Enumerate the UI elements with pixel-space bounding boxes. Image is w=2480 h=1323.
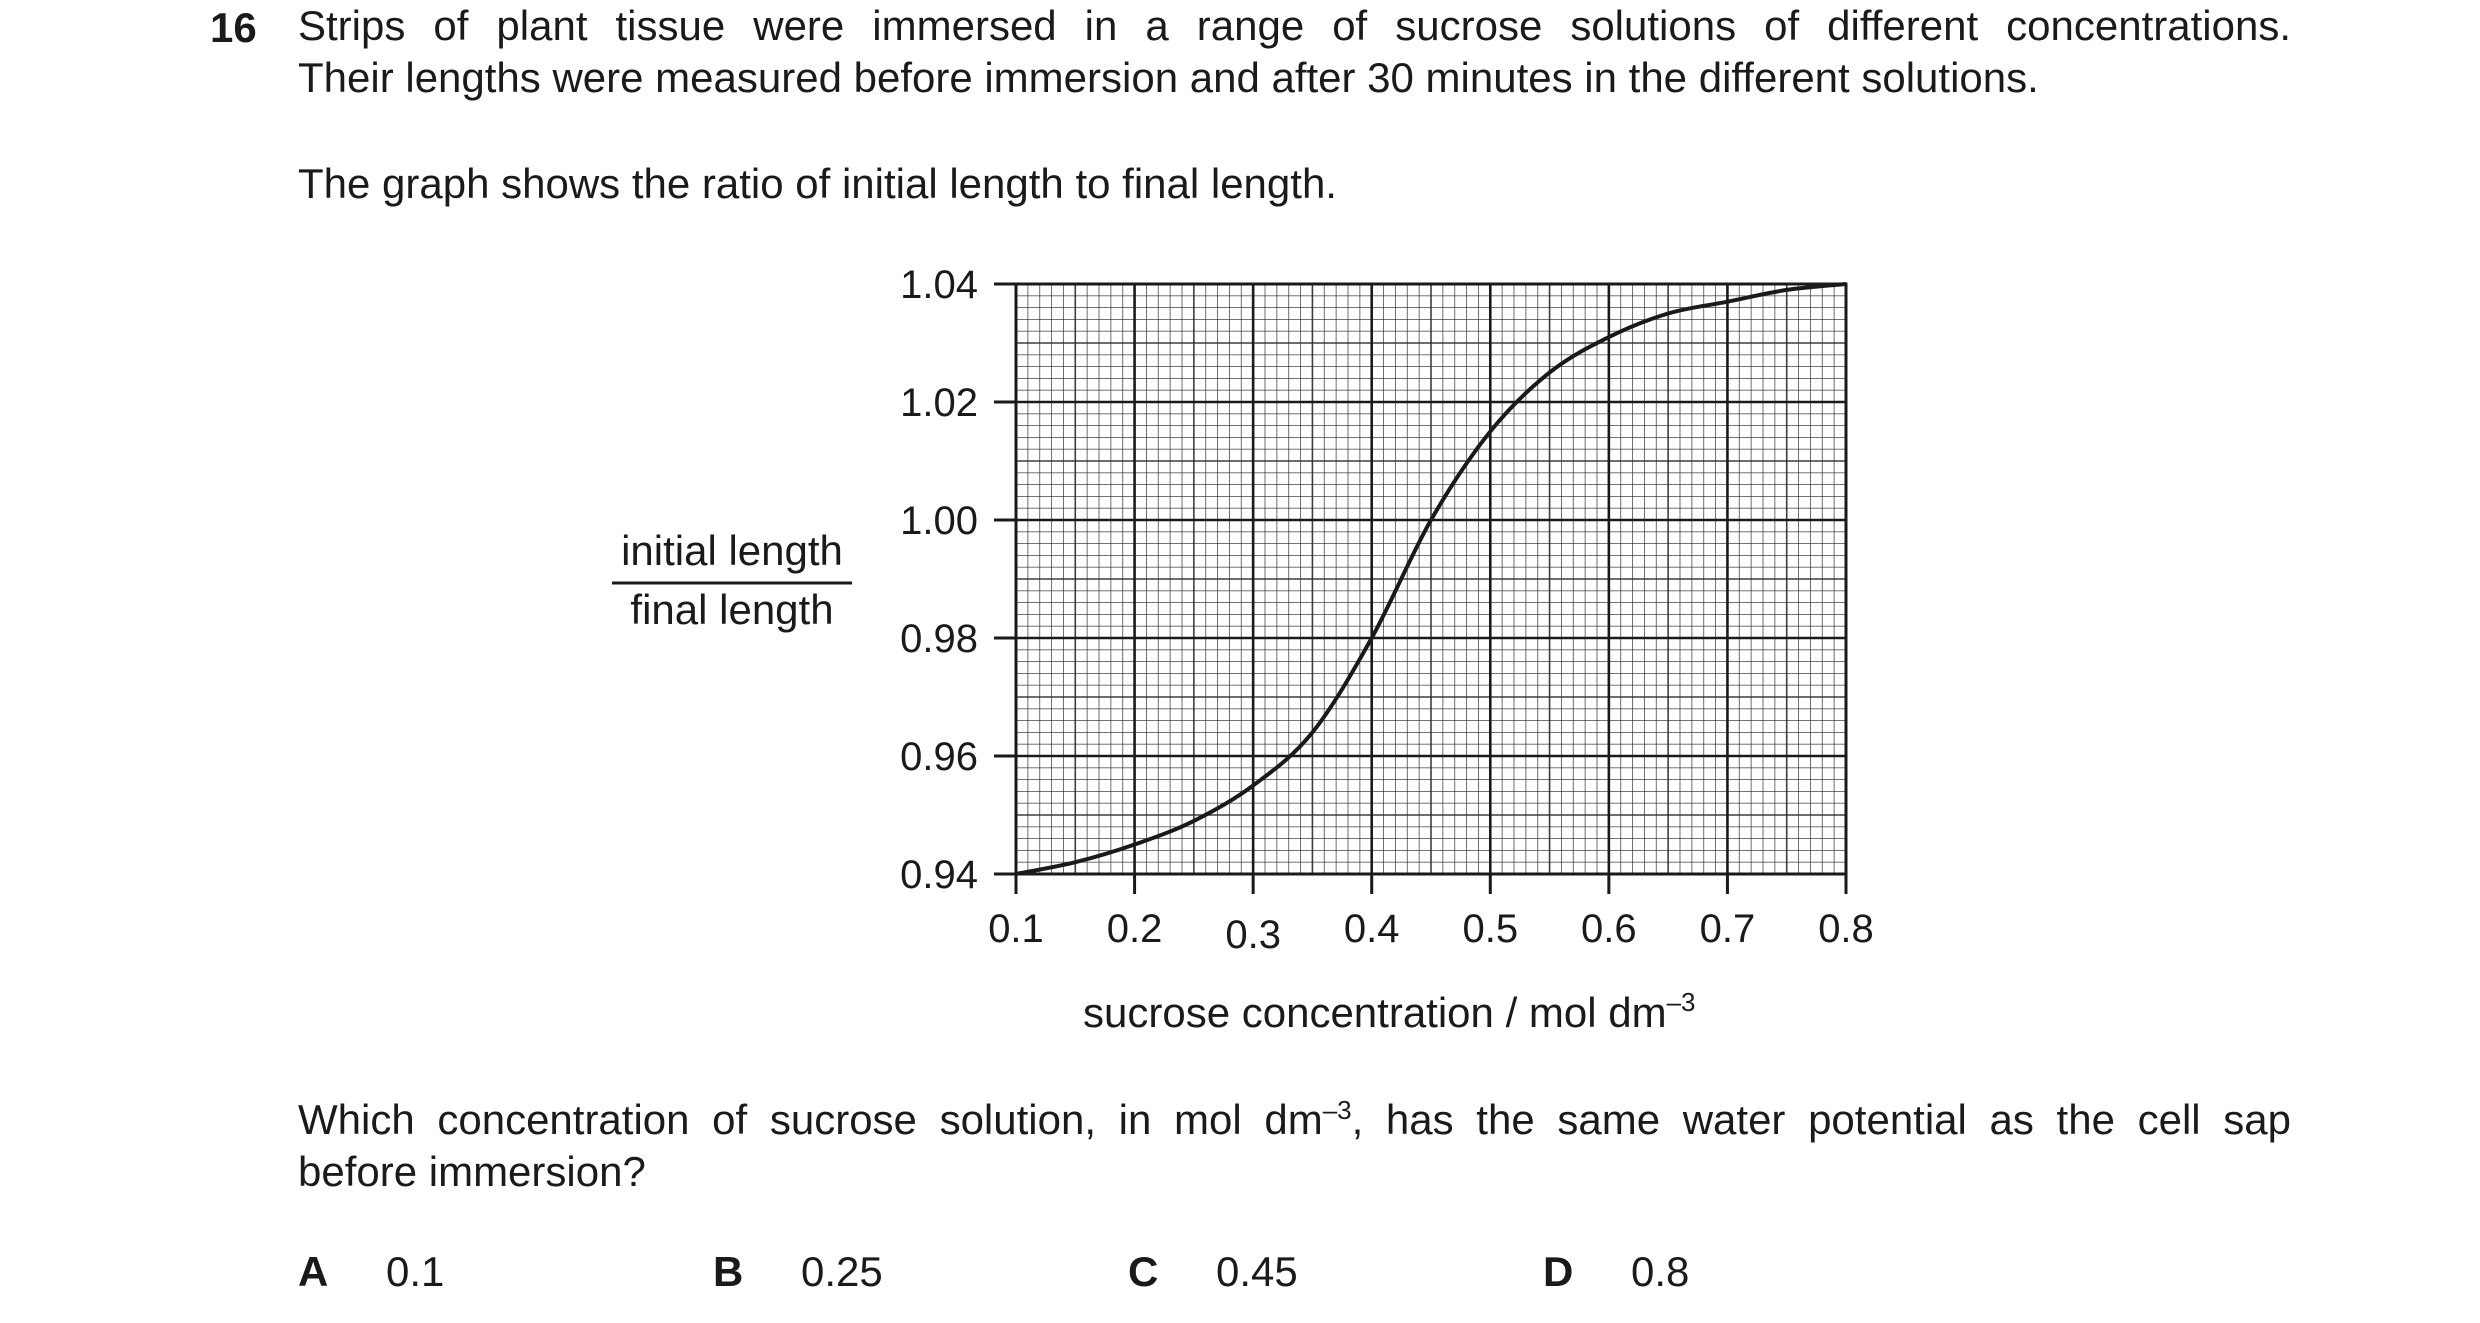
y-tick-label: 1.04 — [900, 263, 978, 307]
x-tick-label: 0.5 — [1462, 907, 1518, 951]
prompt-line-1: Which concentration of sucrose solution,… — [298, 1094, 2291, 1146]
x-tick-label: 0.7 — [1700, 907, 1756, 951]
data-curve — [1015, 282, 1847, 876]
x-tick-label: 0.8 — [1818, 907, 1874, 951]
option-a[interactable]: A 0.1 — [298, 1248, 444, 1296]
question-intro: Strips of plant tissue were immersed in … — [298, 0, 2298, 104]
x-tick-label: 0.4 — [1344, 907, 1400, 951]
y-tick-label: 1.00 — [900, 499, 978, 543]
y-tick-label: 0.98 — [900, 617, 978, 661]
x-tick-label: 0.3 — [1225, 913, 1281, 957]
axis-ticks — [994, 282, 1848, 894]
axis-tick-labels: 0.94 0.96 0.98 1.00 1.02 1.04 0.1 0.2 0.3 0.4 0.5 0… — [900, 263, 1874, 957]
y-axis-label-numerator: initial length — [621, 527, 843, 574]
option-c-value: 0.45 — [1216, 1248, 1298, 1295]
option-b-letter: B — [713, 1248, 744, 1295]
option-d[interactable]: D 0.8 — [1543, 1248, 1689, 1296]
grid-minor-lines — [1016, 284, 1846, 874]
question-number: 16 — [210, 4, 257, 51]
graph-intro: The graph shows the ratio of initial len… — [298, 160, 1337, 207]
option-b[interactable]: B 0.25 — [713, 1248, 883, 1296]
option-a-letter: A — [298, 1248, 329, 1295]
x-axis-label-exponent: –3 — [1667, 987, 1696, 1017]
y-axis-label-denominator: final length — [630, 586, 833, 633]
option-a-value: 0.1 — [386, 1248, 445, 1295]
prompt-text-pre: Which concentration of sucrose solution,… — [298, 1096, 1323, 1143]
x-tick-label: 0.6 — [1581, 907, 1637, 951]
intro-line-2: Their lengths were measured before immer… — [298, 54, 2039, 101]
prompt-exponent: –3 — [1322, 1095, 1352, 1125]
y-tick-label: 0.94 — [900, 853, 978, 897]
option-d-letter: D — [1543, 1248, 1574, 1295]
x-axis-label: sucrose concentration / mol dm–3 — [1083, 987, 1696, 1036]
option-c[interactable]: C 0.45 — [1128, 1248, 1298, 1296]
y-tick-label: 1.02 — [900, 381, 978, 425]
prompt-text-post: , has the same water potential as the ce… — [1351, 1096, 2291, 1143]
option-c-letter: C — [1128, 1248, 1159, 1295]
intro-line-1: Strips of plant tissue were immersed in … — [298, 2, 2291, 49]
y-tick-label: 0.96 — [900, 735, 978, 779]
plot-frame — [1014, 282, 1848, 876]
x-tick-label: 0.2 — [1107, 907, 1163, 951]
prompt-line-2: before immersion? — [298, 1148, 646, 1195]
option-d-value: 0.8 — [1631, 1248, 1690, 1295]
x-tick-label: 0.1 — [988, 907, 1044, 951]
x-axis-label-text: sucrose concentration / mol dm — [1083, 989, 1667, 1036]
option-b-value: 0.25 — [801, 1248, 883, 1295]
question-prompt: Which concentration of sucrose solution,… — [298, 1094, 2298, 1198]
